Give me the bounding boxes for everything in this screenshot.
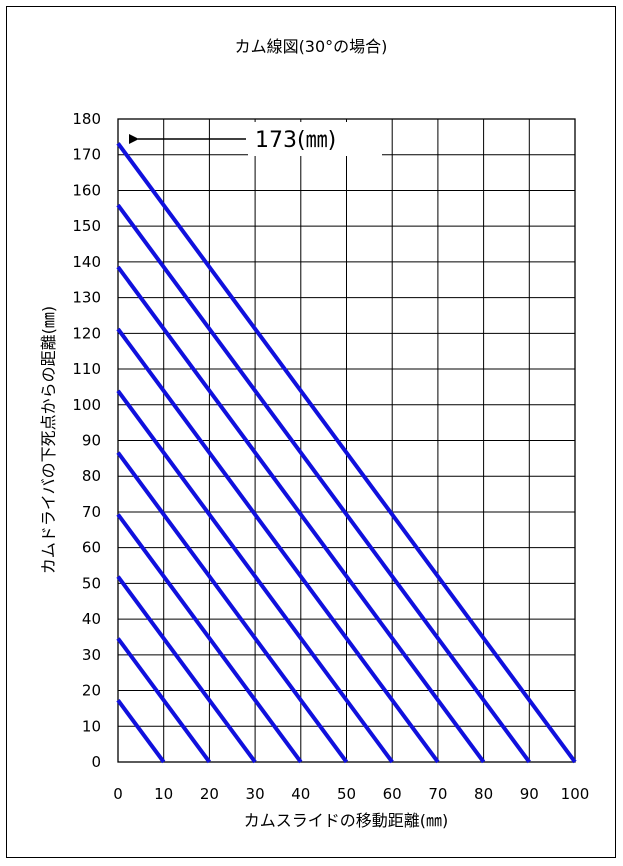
annotation-box [248, 122, 382, 157]
x-tick-label: 90 [520, 785, 539, 803]
y-tick-label: 180 [72, 110, 101, 128]
series-line-2 [116, 637, 212, 764]
series-group [116, 142, 577, 764]
series-line-9 [116, 203, 531, 764]
chart-title: カム線図(30°の場合) [235, 37, 388, 56]
x-tick-label: 40 [291, 785, 310, 803]
y-tick-labels: 0 10 20 30 40 50 60 70 80 90 100 110 120 130 140 150 160… [72, 110, 101, 771]
x-tick-label: 80 [474, 785, 493, 803]
series-line-6 [116, 389, 394, 764]
x-tick-label: 10 [154, 785, 173, 803]
x-tick-label: 60 [383, 785, 402, 803]
series-line-3 [116, 575, 257, 764]
series-line-7 [116, 327, 440, 764]
x-tick-label: 50 [337, 785, 356, 803]
y-tick-label: 70 [82, 503, 101, 521]
y-tick-label: 100 [72, 396, 101, 414]
series-line-4 [116, 513, 303, 764]
series-line-5 [116, 451, 349, 764]
y-tick-label: 160 [72, 181, 101, 199]
y-tick-label: 20 [82, 682, 101, 700]
annotation-label: 173(㎜) [255, 128, 336, 153]
x-tick-label: 70 [428, 785, 447, 803]
y-tick-label: 110 [72, 360, 101, 378]
y-tick-label: 140 [72, 253, 101, 271]
y-tick-label: 120 [72, 324, 101, 342]
y-tick-label: 170 [72, 146, 101, 164]
grid [117, 118, 576, 763]
y-tick-label: 90 [82, 432, 101, 450]
y-tick-label: 150 [72, 217, 101, 235]
x-tick-label: 100 [561, 785, 590, 803]
y-tick-label: 130 [72, 289, 101, 307]
annotation: 173(㎜) [129, 122, 382, 157]
y-axis-label: カムドライバの下死点からの距離(㎜) [39, 306, 58, 574]
x-tick-label: 0 [113, 785, 123, 803]
y-tick-label: 0 [91, 753, 101, 771]
y-tick-label: 10 [82, 717, 101, 735]
x-axis-label: カムスライドの移動距離(㎜) [244, 811, 449, 830]
y-tick-label: 30 [82, 646, 101, 664]
y-tick-label: 50 [82, 574, 101, 592]
y-tick-label: 60 [82, 539, 101, 557]
x-tick-labels: 0 10 20 30 40 50 60 70 80 90 100 [113, 785, 589, 803]
x-tick-label: 30 [246, 785, 265, 803]
series-line-10 [116, 142, 577, 764]
x-tick-label: 20 [200, 785, 219, 803]
y-tick-label: 40 [82, 610, 101, 628]
y-tick-label: 80 [82, 467, 101, 485]
series-line-8 [116, 265, 486, 764]
series-line-1 [116, 699, 166, 764]
